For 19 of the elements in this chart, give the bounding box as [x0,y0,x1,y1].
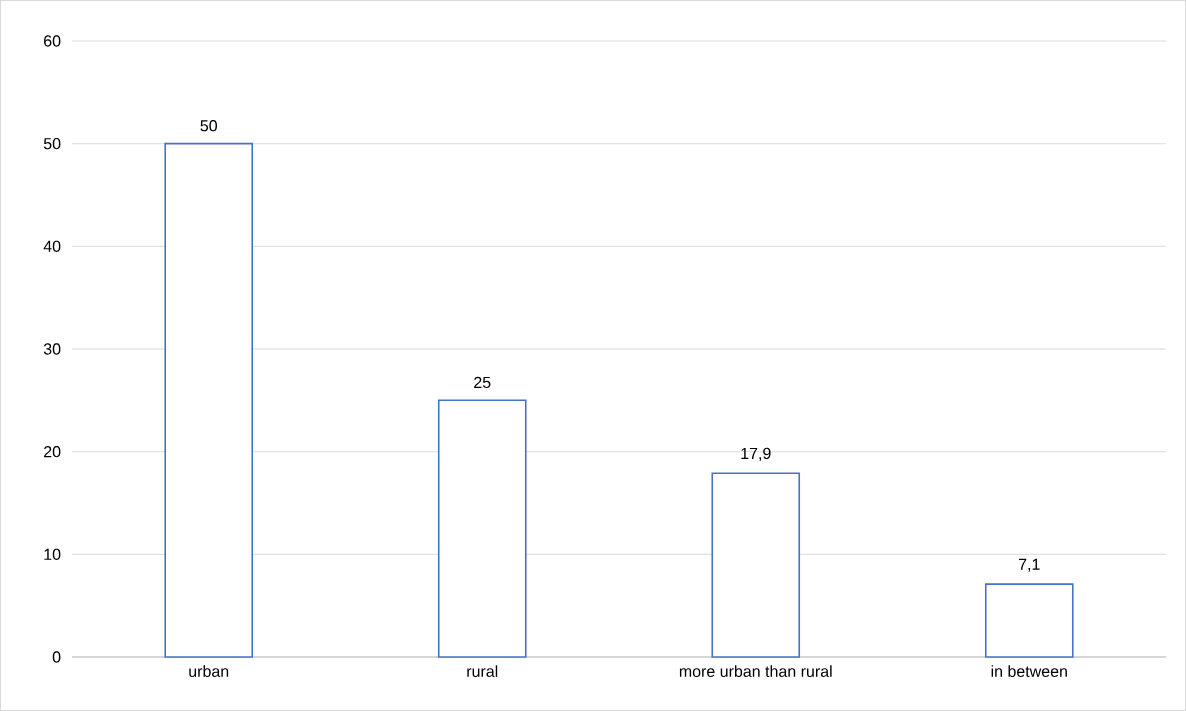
data-label: 7,1 [1018,558,1040,572]
bar [711,472,801,658]
y-tick-label: 40 [43,240,61,252]
data-label: 50 [200,120,218,132]
x-tick-label: rural [467,665,498,678]
bar [437,399,527,658]
y-tick-label: 10 [44,548,61,560]
data-label: 25 [474,376,491,389]
y-tick-label: 20 [44,446,61,458]
x-tick-label: in between [991,665,1067,678]
x-tick-label: more urban than rural [679,665,832,678]
y-tick-label: 0 [52,651,61,663]
y-tick-label: 30 [43,343,61,355]
data-label: 17,9 [741,447,771,461]
x-tick-label: urban [189,665,229,678]
bar [984,583,1074,658]
y-tick-label: 50 [43,138,61,150]
bar [164,142,254,658]
y-tick-label: 60 [44,35,61,47]
